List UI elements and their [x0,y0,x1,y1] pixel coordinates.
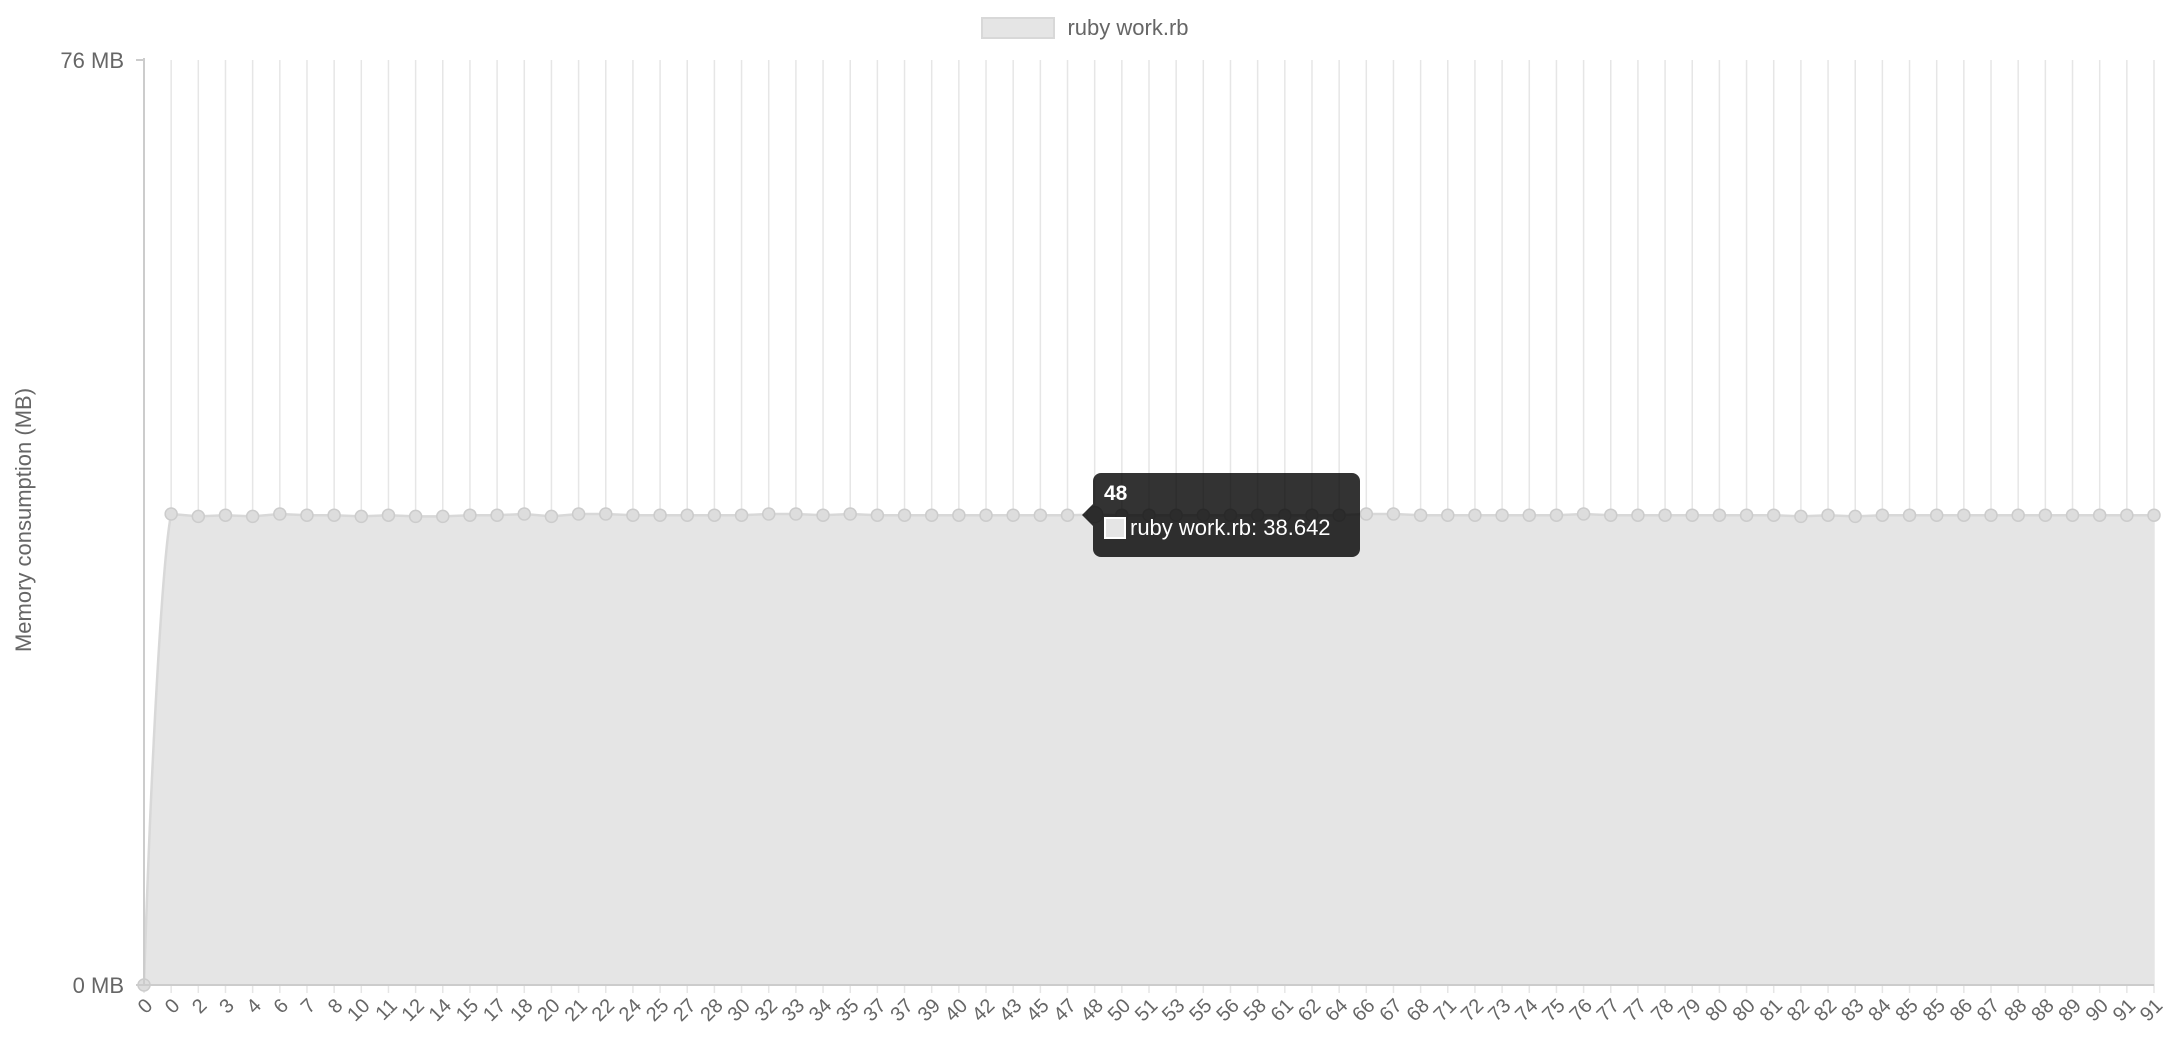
data-point [1929,508,1944,522]
data-point [707,508,722,522]
data-point [2011,508,2025,522]
data-point [1522,508,1537,522]
data-point [843,507,857,521]
chart-axes [136,58,2154,986]
y-axis-label: Memory consumption (MB) [11,387,36,653]
data-point [1875,508,1890,522]
data-point [653,508,667,522]
data-point [789,507,803,521]
data-point [1685,508,1699,522]
data-point [1441,508,1455,522]
data-point [1957,508,1971,522]
data-point [544,509,559,524]
data-point [1848,509,1862,524]
data-point [2092,508,2107,522]
data-point [273,507,287,521]
data-point [816,508,830,522]
data-point [408,509,423,524]
legend-label: ruby work.rb [1067,15,1189,40]
x-tick-label: 6 [270,995,293,1018]
data-point [924,508,939,522]
data-point [1902,508,1917,522]
chart-tooltip: 48 ruby work.rb: 38.642 [1082,473,1360,557]
data-point [1549,508,1564,522]
x-tick-label: 2 [188,995,211,1018]
data-point [2065,508,2080,522]
tooltip-swatch [1104,517,1126,539]
data-point [1359,507,1374,521]
data-point [436,509,450,524]
data-point [1658,508,1672,522]
data-point [1576,507,1591,521]
data-point [680,508,694,522]
data-point [870,508,885,522]
data-point [571,507,586,521]
data-point [1712,508,1727,522]
x-tick-label: 0 [161,995,184,1018]
data-point [1386,507,1401,521]
x-tick-label: 91 [2136,995,2167,1026]
x-tick-labels: 0 0 2 3 4 6 7 810111214151718202122242527283032… [134,995,2167,1026]
data-point [164,507,178,521]
legend-swatch [981,17,1056,39]
data-point [1739,508,1754,522]
data-point [1413,508,1428,522]
data-point [300,508,314,522]
data-point [191,509,206,524]
data-point [734,508,749,522]
data-point [1495,508,1509,522]
data-point [599,507,613,521]
data-point [1794,509,1808,524]
data-point [218,508,233,522]
data-point [1060,508,1075,522]
x-tick-label: 4 [242,995,265,1018]
chart-area [142,512,2154,986]
data-point [1766,508,1781,522]
data-point [463,508,477,522]
data-point [1006,508,1020,522]
data-point [1033,508,1048,522]
chart-legend[interactable]: ruby work.rb [0,15,2170,41]
data-point [952,508,966,522]
tooltip-title: 48 [1104,482,1128,505]
data-point [2120,508,2134,522]
data-point [245,509,260,524]
tooltip-caret [1082,504,1093,526]
x-tick-label: 10 [343,995,374,1026]
data-point [490,508,504,522]
x-tick-label: 3 [215,995,238,1018]
data-point [1631,508,1645,522]
data-point [626,508,640,522]
data-point [327,508,341,522]
data-point [2038,508,2053,522]
data-point [897,508,912,522]
x-tick-label: 8 [324,995,347,1018]
data-point [354,509,369,524]
data-point [1984,508,1998,522]
data-point [979,508,993,522]
area-fill [144,513,2154,985]
data-point [1821,508,1835,522]
y-tick-top: 76 MB [60,48,124,73]
y-tick-bottom: 0 MB [73,973,124,998]
data-point [2147,508,2161,522]
data-point [381,508,396,522]
x-tick-label: 0 [134,995,157,1018]
data-point [1604,508,1618,522]
data-point [761,507,776,521]
x-tick-label: 7 [297,995,320,1018]
tooltip-label: ruby work.rb: 38.642 [1130,515,1331,540]
data-point [517,507,532,521]
data-point [1468,508,1482,522]
tooltip-row: ruby work.rb: 38.642 [1104,515,1349,541]
